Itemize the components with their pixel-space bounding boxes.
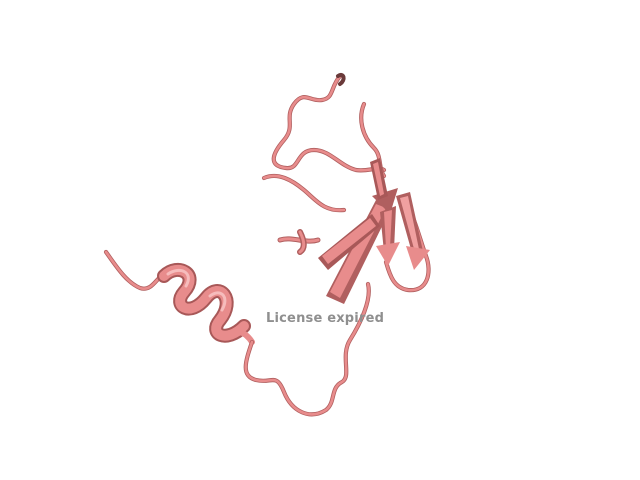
ribbon-details — [297, 73, 346, 255]
coil-bottom-loop — [243, 281, 371, 417]
license-watermark: License expired — [266, 311, 385, 326]
coil-upper-loops — [261, 73, 387, 244]
coil-n-terminal — [103, 249, 169, 291]
beta-sheet — [318, 158, 430, 304]
alpha-helix — [157, 262, 255, 345]
